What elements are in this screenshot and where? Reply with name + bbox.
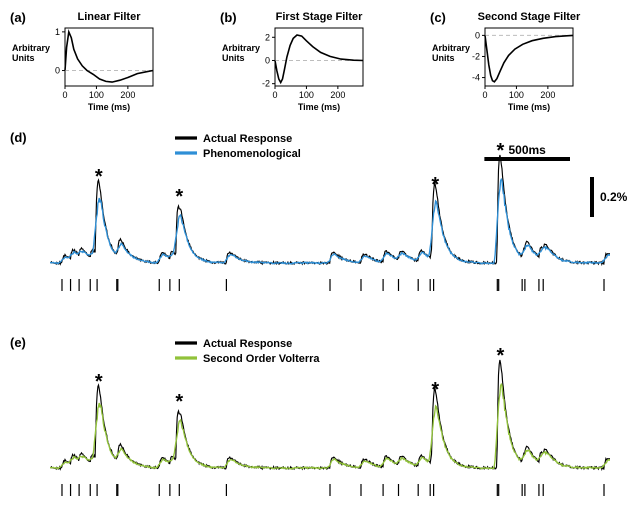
- svg-text:0: 0: [55, 66, 60, 76]
- svg-text:200: 200: [330, 90, 345, 100]
- svg-text:ArbitraryUnits: ArbitraryUnits: [432, 43, 470, 63]
- svg-text:First Stage Filter: First Stage Filter: [276, 11, 364, 23]
- svg-text:Linear Filter: Linear Filter: [78, 11, 142, 23]
- svg-text:*: *: [175, 186, 183, 208]
- svg-text:100: 100: [299, 90, 314, 100]
- svg-text:0: 0: [482, 90, 487, 100]
- svg-text:ArbitraryUnits: ArbitraryUnits: [12, 43, 50, 63]
- panel-b: (b)First Stage FilterArbitraryUnits-2020…: [220, 10, 363, 112]
- svg-text:Second Order Volterra: Second Order Volterra: [203, 353, 320, 365]
- svg-text:100: 100: [509, 90, 524, 100]
- svg-text:(c): (c): [430, 10, 446, 25]
- svg-text:Second Stage Filter: Second Stage Filter: [478, 11, 581, 23]
- svg-text:-2: -2: [472, 51, 480, 61]
- svg-text:*: *: [95, 371, 103, 393]
- figure-svg: (a)Linear FilterArbitraryUnits010100200T…: [0, 0, 635, 528]
- panel-d: (d)Actual ResponsePhenomenological****50…: [10, 130, 628, 291]
- svg-text:Phenomenological: Phenomenological: [203, 148, 301, 160]
- svg-text:-2: -2: [262, 79, 270, 89]
- svg-text:*: *: [496, 345, 504, 367]
- svg-text:*: *: [431, 379, 439, 401]
- svg-text:0: 0: [265, 55, 270, 65]
- svg-text:0: 0: [475, 30, 480, 40]
- panel-c: (c) Second Stage Filter ArbitraryUnits-4 -2…: [430, 10, 581, 112]
- svg-text:0: 0: [62, 90, 67, 100]
- svg-text:Time (ms): Time (ms): [508, 102, 550, 112]
- svg-text:Actual Response: Actual Response: [203, 133, 292, 145]
- svg-text:0.2%: 0.2%: [600, 190, 628, 204]
- svg-text:(b): (b): [220, 10, 237, 25]
- svg-text:(d): (d): [10, 130, 27, 145]
- svg-text:Time (ms): Time (ms): [298, 102, 340, 112]
- svg-text:*: *: [431, 174, 439, 196]
- svg-text:Actual Response: Actual Response: [203, 338, 292, 350]
- svg-text:ArbitraryUnits: ArbitraryUnits: [222, 43, 260, 63]
- svg-text:0: 0: [272, 90, 277, 100]
- svg-text:*: *: [95, 166, 103, 188]
- svg-text:200: 200: [120, 90, 135, 100]
- panel-e: (e) Actual Response Second Order Volterra *…: [10, 335, 610, 496]
- svg-text:-4: -4: [472, 73, 480, 83]
- svg-text:Time (ms): Time (ms): [88, 102, 130, 112]
- svg-text:500ms: 500ms: [508, 143, 546, 157]
- svg-text:100: 100: [89, 90, 104, 100]
- panel-a: (a) Linear Filter ArbitraryUnits 0 1 0 100 200 T…: [10, 10, 153, 112]
- svg-text:(e): (e): [10, 335, 26, 350]
- svg-text:2: 2: [265, 32, 270, 42]
- svg-text:1: 1: [55, 27, 60, 37]
- figure-root: (a)Linear FilterArbitraryUnits010100200T…: [0, 0, 635, 528]
- svg-text:200: 200: [540, 90, 555, 100]
- svg-text:*: *: [175, 391, 183, 413]
- svg-text:(a): (a): [10, 10, 26, 25]
